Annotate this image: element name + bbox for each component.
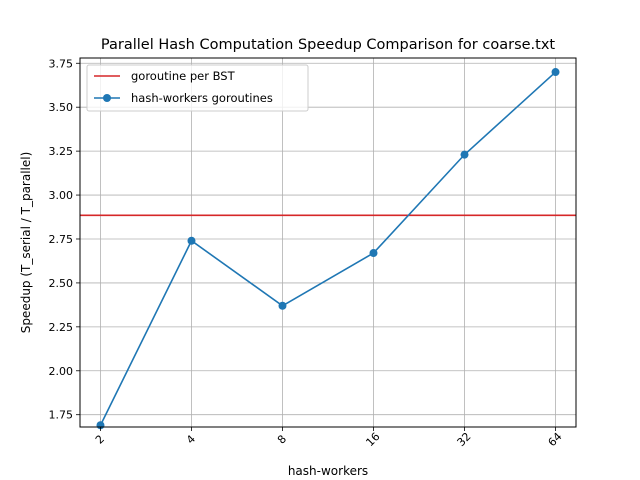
data-point [369,249,378,258]
y-tick-label: 2.25 [49,321,74,334]
y-tick-label: 2.75 [49,233,74,246]
y-tick-label: 3.00 [49,189,74,202]
legend-marker-series [103,94,111,102]
x-tick-label: 4 [184,432,198,446]
x-tick-label: 2 [93,432,107,446]
y-tick-label: 2.00 [49,365,74,378]
data-point [187,236,196,245]
x-tick-label: 16 [363,430,382,449]
legend-label-series: hash-workers goroutines [131,91,273,105]
y-tick-label: 2.50 [49,277,74,290]
data-point [278,301,287,310]
y-axis-label: Speedup (T_serial / T_parallel) [19,152,33,334]
y-tick-label: 1.75 [49,409,74,422]
data-point [551,68,560,77]
plot-frame [79,57,577,428]
chart-title: Parallel Hash Computation Speedup Compar… [101,37,556,53]
x-tick-label: 64 [546,430,565,449]
x-tick-label: 8 [275,432,289,446]
legend-box [86,64,309,112]
data-point [460,150,469,159]
x-axis-label: hash-workers [288,464,368,478]
legend-label-reference-line: goroutine per BST [131,69,236,83]
x-axis-ticks: 2 4 8 16 32 64 [93,427,565,449]
series-line [99,71,557,426]
y-tick-label: 3.50 [49,101,74,114]
y-tick-label: 3.25 [49,145,74,158]
y-tick-label: 3.75 [49,57,74,70]
series-layer [96,68,560,430]
x-tick-label: 32 [454,430,473,449]
y-axis-ticks: 1.75 2.00 2.25 2.50 2.75 3.00 3.25 3.50 3.75 [49,57,80,422]
legend: goroutine per BST hash-workers goroutine… [86,64,309,112]
grid [80,58,576,427]
